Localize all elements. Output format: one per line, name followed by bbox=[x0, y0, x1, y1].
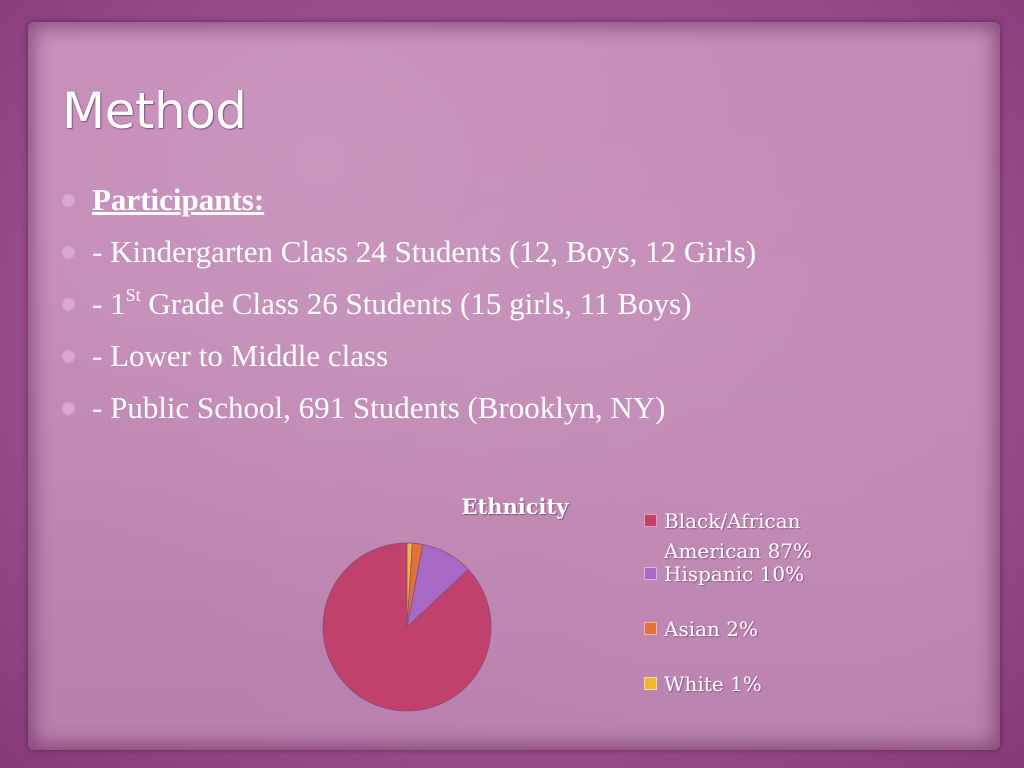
legend-swatch bbox=[644, 567, 657, 580]
bullet-class-level: - Lower to Middle class bbox=[62, 334, 922, 377]
participants-heading: Participants: bbox=[92, 182, 265, 217]
bullet-list: Participants: - Kindergarten Class 24 St… bbox=[62, 178, 922, 438]
first-grade-superscript: St bbox=[125, 285, 141, 305]
bullet-icon bbox=[63, 247, 74, 258]
pie-slice-white bbox=[406, 542, 413, 628]
legend-swatch bbox=[644, 677, 657, 690]
legend-item-white: White 1% bbox=[644, 669, 864, 699]
bullet-kindergarten: - Kindergarten Class 24 Students (12, Bo… bbox=[62, 230, 922, 273]
bullet-icon bbox=[63, 299, 74, 310]
legend-item-asian: Asian 2% bbox=[644, 614, 864, 644]
chart-title: Ethnicity bbox=[461, 494, 569, 519]
legend-swatch bbox=[644, 622, 657, 635]
bullet-participants: Participants: bbox=[62, 178, 922, 221]
legend-item-black-african-american: Black/African American 87% bbox=[644, 506, 864, 566]
legend-label: Black/African American 87% bbox=[664, 509, 813, 563]
first-grade-text: Grade Class 26 Students (15 girls, 11 Bo… bbox=[140, 286, 692, 321]
paper-panel bbox=[28, 22, 1000, 750]
legend-label: White 1% bbox=[664, 672, 762, 696]
bullet-icon bbox=[63, 403, 74, 414]
legend-label: Asian 2% bbox=[664, 617, 758, 641]
class-level-text: - Lower to Middle class bbox=[92, 338, 389, 373]
ethnicity-pie-chart bbox=[322, 542, 492, 712]
bullet-first-grade: - 1St Grade Class 26 Students (15 girls,… bbox=[62, 282, 922, 325]
school-text: - Public School, 691 Students (Brooklyn,… bbox=[92, 390, 666, 425]
legend-item-hispanic: Hispanic 10% bbox=[644, 559, 864, 589]
first-grade-prefix: - 1 bbox=[92, 286, 126, 321]
legend-label: Hispanic 10% bbox=[664, 562, 805, 586]
bullet-icon bbox=[63, 351, 74, 362]
bullet-icon bbox=[63, 195, 74, 206]
kindergarten-text: - Kindergarten Class 24 Students (12, Bo… bbox=[92, 234, 757, 269]
slide-title: Method bbox=[62, 82, 247, 140]
bullet-school: - Public School, 691 Students (Brooklyn,… bbox=[62, 386, 922, 429]
legend-swatch bbox=[644, 514, 657, 527]
